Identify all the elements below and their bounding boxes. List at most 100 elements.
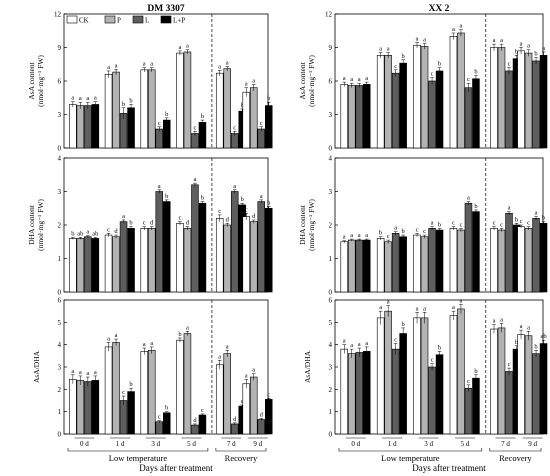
bar-L+P-1 d [127,228,135,293]
bar-P-1 d [384,310,392,435]
significance-label: c [122,389,125,396]
y-tick-label: 3 [329,111,333,119]
bar-CK-0 d [340,84,348,149]
bar-L+P-3 d [435,229,444,293]
significance-label: a [343,234,346,241]
bar-L+P-1 d [399,333,407,435]
bar-P-1 d [112,236,120,293]
group-bracket-recovery [215,448,267,452]
bar-P-7 d [223,68,231,149]
bar-P-5 d [457,308,465,435]
significance-label: b [165,405,168,412]
significance-label: c [233,124,236,131]
significance-label: c [527,220,530,227]
bar-L-3 d [428,80,436,149]
day-label: 3 d [424,440,433,448]
y-tick-label: 9 [329,44,333,52]
y-tick-label: 0 [58,289,62,297]
significance-label: b [515,48,518,55]
significance-label: a [143,61,146,68]
bar-L+P-0 d [362,239,371,293]
significance-label: a [379,304,382,311]
bar-P-3 d [148,69,156,149]
significance-label: a [423,37,426,44]
bar-P-5 d [183,228,192,293]
bar-P-3 d [420,236,429,293]
bar-L-7 d [230,423,239,435]
significance-label: a [452,26,455,33]
group-bracket-recovery [489,448,542,452]
significance-label: c [158,414,161,421]
bar-P-3 d [148,349,156,435]
significance-label: a [150,61,153,68]
y-axis-label: DHA content [298,204,307,245]
significance-label: a [460,297,463,304]
significance-label: c [387,233,390,240]
bar-CK-9 d [242,216,251,293]
significance-label: c [467,378,470,385]
significance-label: b [402,228,405,235]
legend-swatch-P [104,15,116,24]
bar-CK-0 d [340,241,348,293]
bar-CK-0 d [69,238,77,293]
significance-label: a [350,232,353,239]
significance-label: c [460,221,463,228]
day-label: 1 d [388,440,397,448]
day-label: 0 d [80,440,89,448]
significance-label: a [350,76,353,83]
significance-label: a [86,229,89,236]
bar-P-3 d [148,228,156,293]
significance-label: a [358,76,361,83]
significance-label: c [241,398,244,405]
significance-label: d [186,220,190,227]
bar-P-3 d [420,317,429,435]
y-tick-label: 6 [58,297,62,305]
significance-label: c [416,226,419,233]
y-axis-label: AsA content [27,61,36,99]
significance-label: a [260,193,263,200]
bar-P-7 d [223,353,231,435]
bar-L-9 d [532,60,540,149]
bar-L-7 d [230,191,239,293]
significance-label: a [520,41,523,48]
significance-label: d [260,411,264,418]
bar-CK-1 d [104,74,113,149]
significance-label: a [431,220,434,227]
bar-L-3 d [428,366,436,435]
bar-L-7 d [505,212,513,293]
significance-label: a [527,324,530,331]
bar-CK-7 d [215,72,224,149]
significance-label: b [534,343,537,350]
significance-label: c [500,221,503,228]
significance-label: a [194,176,197,183]
day-label: 1 d [116,440,125,448]
significance-label: b [402,53,405,60]
y-tick-label: 1 [329,255,333,263]
bar-L+P-3 d [163,119,171,149]
significance-label: a [358,341,361,348]
bar-P-0 d [76,105,85,149]
significance-label: b [438,61,441,68]
bar-P-7 d [497,229,506,293]
bar-CK-3 d [140,228,149,293]
bar-P-9 d [524,335,533,435]
significance-label: b [267,200,270,207]
significance-label: a [186,43,189,50]
bar-L-0 d [355,352,363,435]
significance-label: c [431,357,434,364]
significance-label: c [394,63,397,70]
significance-label: a [365,75,368,82]
bar-CK-3 d [140,351,149,435]
bar-L-1 d [391,348,400,435]
legend: CK P L L+P [66,15,185,25]
y-tick-label: 0 [58,431,62,439]
bar-CK-3 d [413,234,421,293]
day-label: 3 d [151,440,160,448]
bar-CK-3 d [140,69,149,149]
significance-label: b [379,230,382,237]
bar-L+P-9 d [539,343,548,435]
legend-label: L+P [173,17,185,25]
significance-label: a [94,369,97,376]
significance-label: a [86,95,89,102]
